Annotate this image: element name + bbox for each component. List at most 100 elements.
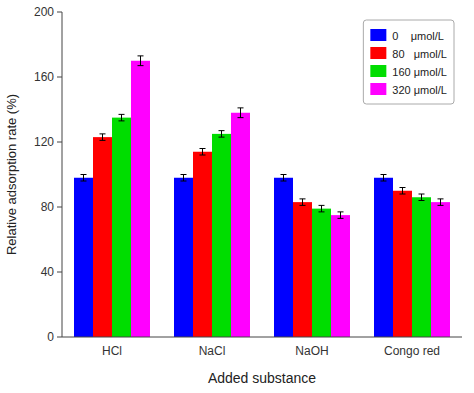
bar xyxy=(312,209,331,337)
error-cap xyxy=(300,205,306,206)
error-line xyxy=(202,149,203,156)
y-tick xyxy=(57,77,62,78)
error-line xyxy=(440,199,441,206)
error-line xyxy=(421,194,422,201)
error-cap xyxy=(319,205,325,206)
error-bar xyxy=(319,205,325,212)
bar xyxy=(74,178,93,337)
y-tick-label: 40 xyxy=(41,265,55,279)
legend-label: 80 μmol/L xyxy=(392,48,447,60)
error-cap xyxy=(200,155,206,156)
y-tick xyxy=(57,142,62,143)
error-line xyxy=(302,199,303,206)
bar xyxy=(112,118,131,337)
error-bar xyxy=(438,199,444,206)
error-line xyxy=(340,212,341,219)
legend-swatch xyxy=(370,83,386,95)
bar xyxy=(93,137,112,337)
x-axis: HClNaClNaOHCongo red xyxy=(102,344,440,358)
error-cap xyxy=(119,120,125,121)
error-cap xyxy=(100,140,106,141)
error-cap xyxy=(438,205,444,206)
error-cap xyxy=(219,130,225,131)
error-cap xyxy=(281,181,287,182)
bar xyxy=(393,191,412,337)
error-line xyxy=(383,175,384,182)
x-tick-label: NaOH xyxy=(295,344,328,358)
y-tick-label: 160 xyxy=(34,70,54,84)
bar xyxy=(274,178,293,337)
error-cap xyxy=(119,114,125,115)
error-line xyxy=(140,56,141,66)
error-cap xyxy=(300,198,306,199)
bar xyxy=(193,152,212,337)
error-bar xyxy=(381,175,387,182)
bar xyxy=(293,202,312,337)
error-cap xyxy=(381,174,387,175)
error-bar xyxy=(138,56,144,66)
error-cap xyxy=(238,117,244,118)
y-tick xyxy=(57,12,62,13)
error-cap xyxy=(81,181,87,182)
error-cap xyxy=(200,148,206,149)
error-cap xyxy=(438,198,444,199)
legend-swatch xyxy=(370,65,386,77)
bar xyxy=(412,197,431,337)
y-tick-label: 80 xyxy=(41,200,55,214)
chart: 04080120160200HClNaClNaOHCongo redAdded … xyxy=(0,0,474,393)
x-tick-label: Congo red xyxy=(384,344,440,358)
x-axis-label: Added substance xyxy=(208,370,316,386)
x-axis-line xyxy=(62,337,462,338)
y-tick-label: 0 xyxy=(47,330,54,344)
y-tick-label: 200 xyxy=(34,5,54,19)
error-line xyxy=(240,108,241,118)
error-cap xyxy=(100,133,106,134)
error-cap xyxy=(81,174,87,175)
legend-label: 0 μmol/L xyxy=(392,30,444,42)
error-line xyxy=(121,114,122,121)
error-cap xyxy=(338,211,344,212)
error-cap xyxy=(181,181,187,182)
error-bar xyxy=(181,175,187,182)
error-bar xyxy=(238,108,244,118)
error-bar xyxy=(400,188,406,195)
bar xyxy=(374,178,393,337)
error-line xyxy=(402,188,403,195)
bar xyxy=(174,178,193,337)
y-tick-label: 120 xyxy=(34,135,54,149)
error-bar xyxy=(200,149,206,156)
legend-label: 320 μmol/L xyxy=(392,84,447,96)
error-bar xyxy=(219,131,225,138)
error-cap xyxy=(319,211,325,212)
series xyxy=(112,114,431,337)
error-line xyxy=(221,131,222,138)
bar xyxy=(431,202,450,337)
bar xyxy=(331,215,350,337)
error-cap xyxy=(419,200,425,201)
legend: 0 μmol/L 80 μmol/L 160 μmol/L 320 μmol/L xyxy=(363,20,454,104)
y-tick xyxy=(57,272,62,273)
error-cap xyxy=(238,107,244,108)
error-bar xyxy=(100,134,106,141)
y-axis: 0 40 80 120 160 200 xyxy=(34,5,62,344)
bar xyxy=(231,113,250,337)
error-bar xyxy=(300,199,306,206)
error-line xyxy=(102,134,103,141)
legend-box xyxy=(363,20,454,104)
error-cap xyxy=(338,218,344,219)
error-cap xyxy=(219,137,225,138)
y-tick xyxy=(57,337,62,338)
bar xyxy=(131,61,150,337)
error-cap xyxy=(381,181,387,182)
y-axis-line xyxy=(62,12,63,337)
legend-label: 160 μmol/L xyxy=(392,66,447,78)
error-cap xyxy=(419,194,425,195)
error-cap xyxy=(181,174,187,175)
error-cap xyxy=(138,55,144,56)
error-line xyxy=(283,175,284,182)
legend-swatch xyxy=(370,47,386,59)
error-cap xyxy=(281,174,287,175)
legend-swatch xyxy=(370,29,386,41)
error-cap xyxy=(400,194,406,195)
error-line xyxy=(321,205,322,212)
